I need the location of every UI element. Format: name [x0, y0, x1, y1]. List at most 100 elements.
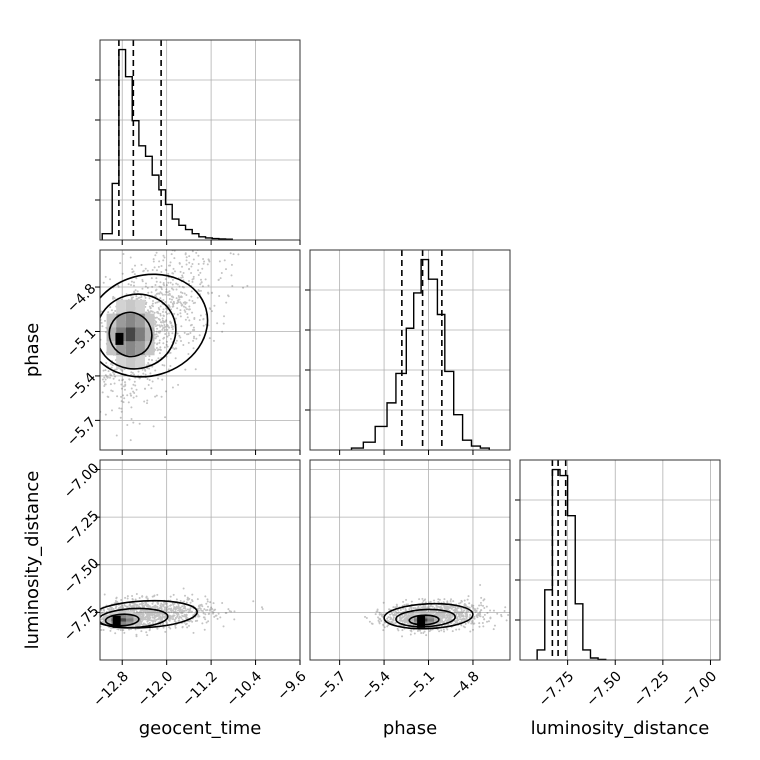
sample-dot [163, 329, 166, 332]
sample-dot [160, 606, 163, 609]
sample-dot [454, 608, 457, 611]
sample-dot [142, 616, 145, 619]
sample-dot [67, 615, 69, 617]
sample-dot [100, 310, 103, 313]
sample-dot [164, 614, 167, 617]
sample-dot [183, 600, 186, 603]
sample-dot [423, 610, 426, 613]
sample-dot [235, 247, 237, 249]
sample-dot [174, 347, 177, 350]
sample-dot [154, 284, 157, 287]
sample-dot [482, 604, 485, 607]
sample-dot [138, 605, 141, 608]
sample-dot [216, 617, 219, 620]
sample-dot [188, 620, 191, 623]
sample-dot [181, 614, 184, 617]
sample-dot [404, 614, 407, 617]
sample-dot [131, 595, 134, 598]
sample-dot [130, 280, 133, 283]
sample-dot [169, 321, 172, 324]
sample-dot [451, 614, 454, 617]
sample-dot [150, 610, 153, 613]
sample-dot [133, 604, 136, 607]
sample-dot [141, 368, 144, 371]
sample-dot [184, 605, 187, 608]
sample-dot [390, 621, 393, 624]
sample-dot [167, 334, 170, 337]
sample-dot [436, 613, 439, 616]
sample-dot [450, 618, 453, 621]
sample-dot [180, 340, 183, 343]
sample-dot [380, 614, 383, 617]
sample-dot [492, 609, 495, 612]
sample-dot [187, 341, 190, 344]
sample-dot [167, 272, 170, 275]
y-axis-label-luminosity_distance: luminosity_distance [22, 471, 43, 650]
sample-dot [181, 609, 184, 612]
sample-dot [213, 609, 216, 612]
sample-dot [130, 296, 133, 299]
sample-dot [155, 612, 158, 615]
sample-dot [187, 598, 190, 601]
sample-dot [382, 601, 385, 604]
sample-dot [164, 300, 167, 303]
sample-dot [429, 601, 432, 604]
sample-dot [171, 295, 174, 298]
sample-dot [161, 324, 164, 327]
sample-dot [230, 610, 233, 613]
sample-dot [378, 622, 381, 625]
sample-dot [199, 271, 202, 274]
sample-dot [202, 257, 205, 260]
sample-dot [142, 610, 145, 613]
sample-dot [136, 604, 139, 607]
sample-dot [187, 333, 190, 336]
sample-dot [500, 615, 503, 618]
sample-dot [151, 619, 154, 622]
sample-dot [227, 608, 230, 611]
sample-dot [165, 269, 168, 272]
sample-dot [177, 607, 180, 610]
x-tick-label: −4.8 [447, 668, 482, 703]
sample-dot [463, 618, 466, 621]
sample-dot [186, 333, 189, 336]
sample-dot [191, 278, 194, 281]
sample-dot [154, 301, 157, 304]
sample-dot [455, 608, 458, 611]
sample-dot [144, 387, 147, 390]
sample-dot [169, 301, 172, 304]
sample-dot [442, 601, 445, 604]
sample-dot [396, 612, 399, 615]
sample-dot [438, 630, 441, 633]
sample-dot [129, 605, 132, 608]
hist-step-luminosity_distance [536, 468, 607, 661]
sample-dot [401, 635, 404, 638]
sample-dot [170, 324, 173, 327]
sample-dot [456, 621, 459, 624]
sample-dot [103, 609, 106, 612]
sample-dot [178, 619, 181, 622]
sample-dot [140, 617, 143, 620]
sample-dot [141, 603, 144, 606]
sample-dot [197, 605, 200, 608]
sample-dot [478, 622, 481, 625]
sample-dot [434, 610, 437, 613]
sample-dot [179, 608, 182, 611]
sample-dot [418, 610, 421, 613]
sample-dot [170, 609, 173, 612]
sample-dot [126, 606, 129, 609]
sample-dot [156, 627, 159, 630]
sample-dot [92, 631, 94, 633]
sample-dot [110, 309, 113, 312]
sample-dot [165, 608, 168, 611]
sample-dot [104, 383, 107, 386]
sample-dot [183, 605, 186, 608]
sample-dot [156, 614, 159, 617]
sample-dot [174, 342, 177, 345]
sample-dot [141, 287, 144, 290]
sample-dot [202, 230, 204, 232]
sample-dot [176, 302, 179, 305]
sample-dot [380, 619, 383, 622]
sample-dot [158, 331, 161, 334]
sample-dot [173, 257, 176, 260]
sample-dot [148, 615, 151, 618]
